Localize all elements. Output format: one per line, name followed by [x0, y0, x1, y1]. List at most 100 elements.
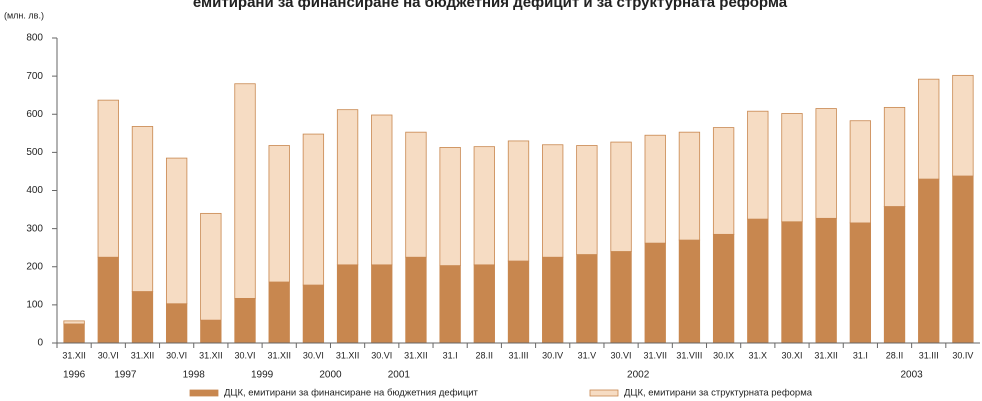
- y-axis-label: (млн. лв.): [4, 10, 44, 20]
- bar-segment: [234, 83, 256, 299]
- bar-segment: [131, 126, 154, 292]
- legend-swatch: [589, 389, 619, 397]
- y-tick-label: 100: [26, 300, 43, 311]
- x-tick-label: 30.VI: [98, 350, 119, 360]
- bar-segment: [576, 145, 598, 255]
- x-tick-label: 31.XII: [62, 350, 86, 360]
- bar-segment: [815, 217, 837, 344]
- y-tick-label: 400: [26, 185, 43, 196]
- legend-swatch: [189, 389, 219, 397]
- y-tick-label: 200: [26, 261, 43, 272]
- x-tick-label: 31.XII: [336, 350, 360, 360]
- x-tick-label: 31.X: [749, 350, 768, 360]
- bar-segment: [781, 113, 803, 223]
- bar-segment: [815, 108, 837, 219]
- chart-title: емитирани за финансиране на бюджетния де…: [193, 0, 788, 11]
- bar-segment: [644, 134, 666, 244]
- x-tick-label: 31.XII: [814, 350, 838, 360]
- bar-segment: [507, 260, 530, 344]
- bar-segment: [883, 106, 906, 207]
- x-tick-label: 31.XII: [267, 350, 291, 360]
- legend-label: ДЦК, емитирани за структурната реформа: [624, 388, 813, 399]
- bar-segment: [200, 212, 222, 321]
- y-tick-label: 700: [26, 71, 43, 82]
- x-tick-label: 28.II: [886, 350, 904, 360]
- y-tick-label: 300: [26, 223, 43, 234]
- bar-segment: [165, 157, 188, 305]
- group-label: 1997: [114, 370, 137, 381]
- bar-segment: [576, 254, 598, 344]
- x-tick-label: 30.VI: [611, 350, 632, 360]
- bar-segment: [97, 256, 119, 344]
- bar-segment: [473, 146, 495, 266]
- x-tick-label: 31.I: [443, 350, 458, 360]
- bar-segment: [678, 131, 701, 241]
- group-label: 1998: [183, 370, 206, 381]
- bar-segment: [542, 144, 564, 258]
- bar-segment: [268, 281, 290, 344]
- bar-segment: [405, 131, 427, 258]
- bar-segment: [952, 175, 974, 344]
- bar-segment: [542, 256, 564, 344]
- x-tick-label: 30.VI: [371, 350, 392, 360]
- x-tick-label: 31.XII: [199, 350, 223, 360]
- y-tick-label: 500: [26, 147, 43, 158]
- y-tick-label: 800: [26, 33, 43, 44]
- bar-segment: [747, 110, 769, 220]
- x-tick-label: 30.VI: [303, 350, 324, 360]
- group-label: 2003: [901, 370, 924, 381]
- bar-segment: [644, 242, 666, 344]
- bar-segment: [918, 78, 940, 180]
- bar-segment: [405, 256, 427, 344]
- bar-segment: [918, 178, 940, 344]
- x-tick-label: 31.V: [578, 350, 597, 360]
- x-tick-label: 31.XII: [131, 350, 155, 360]
- group-label: 1999: [251, 370, 274, 381]
- bar-segment: [952, 74, 974, 177]
- bar-segment: [610, 141, 632, 252]
- bar-segment: [336, 109, 359, 266]
- x-tick-label: 31.VIII: [676, 350, 702, 360]
- bar-segment: [302, 133, 325, 286]
- bar-segment: [371, 264, 393, 344]
- bar-segment: [97, 99, 119, 258]
- bar-segment: [302, 284, 325, 344]
- x-tick-label: 30.XI: [781, 350, 802, 360]
- y-tick-label: 600: [26, 109, 43, 120]
- bar-segment: [883, 206, 906, 344]
- y-tick-label: 0: [37, 338, 43, 349]
- x-tick-label: 28.II: [476, 350, 494, 360]
- bar-segment: [439, 147, 461, 267]
- x-tick-label: 30.IV: [952, 350, 973, 360]
- group-label: 2002: [627, 370, 650, 381]
- bar-segment: [234, 297, 256, 344]
- bar-segment: [336, 264, 359, 344]
- bar-segment: [200, 319, 222, 344]
- bar-segment: [849, 222, 872, 344]
- x-tick-label: 30.VI: [235, 350, 256, 360]
- bar-segment: [473, 264, 495, 344]
- x-tick-label: 30.IV: [542, 350, 563, 360]
- x-tick-label: 31.III: [508, 350, 528, 360]
- bar-segment: [712, 127, 735, 235]
- bar-segment: [165, 303, 188, 344]
- bar-segment: [131, 291, 154, 344]
- bar-segment: [712, 233, 735, 344]
- group-label: 1996: [63, 370, 86, 381]
- bar-segment: [439, 265, 461, 344]
- bar-segment: [507, 140, 530, 262]
- x-tick-label: 31.XII: [404, 350, 428, 360]
- x-tick-label: 31.I: [853, 350, 868, 360]
- x-tick-label: 31.III: [919, 350, 939, 360]
- bar-segment: [63, 320, 85, 325]
- group-label: 2001: [388, 370, 411, 381]
- bar-segment: [747, 218, 769, 344]
- bar-segment: [63, 323, 85, 344]
- x-tick-label: 31.VII: [643, 350, 667, 360]
- legend-label: ДЦК, емитирани за финансиране на бюджетн…: [224, 388, 479, 399]
- bar-segment: [371, 114, 393, 266]
- group-label: 2000: [319, 370, 342, 381]
- bar-segment: [268, 145, 290, 283]
- bar-segment: [781, 221, 803, 344]
- bar-segment: [678, 239, 701, 344]
